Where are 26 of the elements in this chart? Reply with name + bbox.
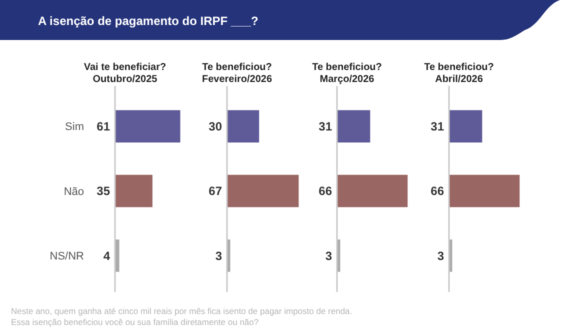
data-label: 3 (437, 248, 444, 263)
chart-title: Te beneficiou? (312, 62, 382, 73)
chart-title: Te beneficiou? (202, 62, 272, 73)
data-label: 66 (318, 184, 332, 198)
data-label: 66 (430, 184, 444, 198)
data-label: 61 (96, 120, 110, 134)
data-label: 30 (208, 120, 222, 134)
data-label: 3 (325, 248, 332, 263)
chart-subtitle: Abril/2026 (435, 74, 484, 85)
data-label: 35 (96, 184, 110, 198)
y-tick-label: Sim (65, 121, 84, 134)
y-tick-label: Não (64, 186, 84, 198)
data-label: 31 (318, 120, 332, 134)
text: Essa isenção beneficiou você ou sua família diretamente ou não? (11, 317, 259, 327)
data-label: 31 (430, 120, 444, 134)
text: A isenção de pagamento do IRPF ___? (38, 14, 258, 28)
chart-title: Te beneficiou? (424, 62, 494, 73)
chart-subtitle: Outubro/2025 (92, 74, 158, 85)
chart-subtitle: Fevereiro/2026 (202, 74, 272, 85)
text: Neste ano, quem ganha até cinco mil reais por mês fica isento de pagar imposto de renda. (11, 306, 352, 316)
data-label: 4 (103, 248, 110, 263)
chart-title: Vai te beneficiar? (84, 62, 166, 73)
chart-subtitle: Março/2026 (320, 74, 375, 85)
data-label: 3 (215, 248, 222, 263)
data-label: 67 (208, 184, 222, 198)
y-tick-label: NS/NR (50, 250, 84, 263)
